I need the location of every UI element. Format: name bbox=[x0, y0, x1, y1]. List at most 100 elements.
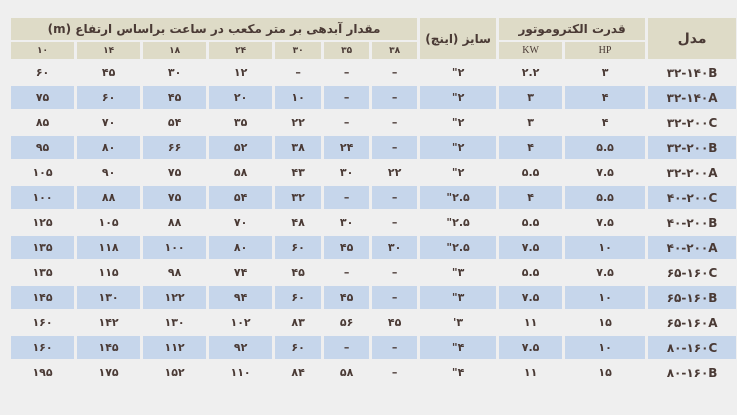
kw-cell: ۱۱ bbox=[523, 366, 538, 379]
flow-cell: ۲۲ bbox=[387, 166, 402, 179]
flow-cell: ۱۴۲ bbox=[98, 316, 119, 329]
table-row: ۳۲-۲۰۰A ۷.۵ ۵.۵ ۲" ۲۲ ۳۰ ۴۳ ۵۸ ۷۵ ۹۰ ۱۰۵ bbox=[11, 161, 736, 184]
size-cell: ۲" bbox=[420, 86, 497, 109]
flow-cell: ۴۵ bbox=[324, 236, 370, 259]
table-row: ۶۵-۱۶۰C ۷.۵ ۵.۵ ۳" – – ۴۵ ۷۴ ۹۸ ۱۱۵ ۱۳۵ bbox=[11, 261, 736, 284]
size-cell: ۳" bbox=[451, 266, 465, 279]
flow-cell: ۱۰۰ bbox=[11, 186, 75, 209]
flow-cell: – bbox=[372, 336, 418, 359]
size-cell: ۲" bbox=[451, 116, 465, 129]
flow-cell: ۳۸ bbox=[275, 136, 322, 159]
table-body: ۳۲-۱۴۰B ۳ ۲.۲ ۲" – – –۱۲ ۳۰ ۴۵ ۶۰ ۳۲-۱۴۰A ۴ ۳ ۲" – –۱۰ ۲… bbox=[11, 61, 737, 384]
kw-cell: ۷.۵ bbox=[499, 336, 563, 359]
header-kw: KW bbox=[499, 42, 563, 59]
model-cell: ۶۵-۱۶۰A bbox=[666, 315, 718, 330]
header-head-10: ۱۰ bbox=[11, 42, 75, 59]
flow-cell: – bbox=[343, 116, 350, 129]
size-cell: ۳' bbox=[453, 316, 464, 329]
kw-cell: ۵.۵ bbox=[521, 266, 540, 279]
model-cell: ۶۵-۱۶۰C bbox=[666, 265, 718, 280]
flow-cell: ۷۵ bbox=[167, 166, 182, 179]
flow-cell: ۵۲ bbox=[209, 136, 273, 159]
flow-cell: ۴۵ bbox=[101, 66, 116, 79]
kw-cell: ۲.۲ bbox=[521, 66, 540, 79]
flow-cell: ۴۵ bbox=[143, 86, 207, 109]
flow-cell: ۶۰ bbox=[275, 286, 322, 309]
size-cell: ۲.۵" bbox=[420, 186, 497, 209]
flow-cell: ۱۳۵ bbox=[11, 236, 75, 259]
flow-cell: ۱۷۵ bbox=[98, 366, 119, 379]
flow-cell: ۶۰ bbox=[35, 66, 50, 79]
flow-cell: ۲۰ bbox=[209, 86, 273, 109]
flow-cell: ۳۰ bbox=[167, 66, 182, 79]
flow-cell: ۳۰ bbox=[339, 166, 354, 179]
flow-cell: ۱۳۰ bbox=[77, 286, 141, 309]
flow-cell: ۱۶۰ bbox=[32, 316, 53, 329]
hp-cell: ۳ bbox=[601, 66, 609, 79]
model-cell: ۴۰-۲۰۰A bbox=[648, 236, 737, 259]
flow-cell: ۸۳ bbox=[291, 316, 305, 329]
flow-cell: ۶۰ bbox=[275, 236, 322, 259]
pump-spec-table: مدل قدرت الکتروموتور سایز (اینچ) مقدار آ… bbox=[8, 16, 737, 386]
header-model: مدل bbox=[648, 18, 737, 59]
flow-cell: – bbox=[372, 286, 418, 309]
model-cell: ۸۰-۱۶۰C bbox=[648, 336, 737, 359]
hp-cell: ۱۰ bbox=[565, 286, 646, 309]
flow-cell: – bbox=[372, 136, 418, 159]
flow-cell: ۱۳۵ bbox=[32, 266, 53, 279]
flow-cell: ۹۲ bbox=[209, 336, 273, 359]
flow-cell: – bbox=[391, 366, 398, 379]
hp-cell: ۷.۵ bbox=[596, 166, 614, 179]
kw-cell: ۳ bbox=[527, 116, 534, 129]
flow-cell: ۶۶ bbox=[143, 136, 207, 159]
size-cell: ۳" bbox=[420, 286, 497, 309]
flow-cell: ۲۴ bbox=[324, 136, 370, 159]
hp-cell: ۷.۵ bbox=[596, 266, 614, 279]
flow-cell: ۱۰۵ bbox=[32, 166, 53, 179]
hp-cell: ۵.۵ bbox=[565, 186, 646, 209]
size-cell: ۲" bbox=[451, 66, 465, 79]
flow-cell: ۸۰ bbox=[77, 136, 141, 159]
kw-cell: ۵.۵ bbox=[521, 216, 540, 229]
model-cell: ۳۲-۱۴۰B bbox=[666, 65, 718, 80]
flow-cell: ۷۵ bbox=[143, 186, 207, 209]
flow-cell: ۵۴ bbox=[167, 116, 182, 129]
kw-cell: ۳ bbox=[499, 86, 563, 109]
flow-cell: ۴۵ bbox=[291, 266, 305, 279]
flow-cell: – bbox=[391, 116, 398, 129]
flow-cell: ۹۰ bbox=[101, 166, 116, 179]
flow-cell: – bbox=[391, 266, 398, 279]
flow-cell: – bbox=[343, 266, 350, 279]
flow-cell: ۶۰ bbox=[275, 336, 322, 359]
hp-cell: ۱۵ bbox=[598, 316, 612, 329]
hp-cell: ۱۰ bbox=[565, 236, 646, 259]
flow-cell: ۸۵ bbox=[35, 116, 50, 129]
flow-cell: – bbox=[391, 66, 398, 79]
flow-cell: ۱۵۲ bbox=[164, 366, 185, 379]
kw-cell: ۷.۵ bbox=[499, 286, 563, 309]
model-cell: ۸۰-۱۶۰B bbox=[666, 365, 718, 380]
table-row: ۴۰-۲۰۰A ۱۰ ۷.۵ ۲.۵" ۳۰ ۴۵ ۶۰ ۸۰ ۱۰۰ ۱۱۸ ۱۳۵ bbox=[11, 236, 737, 259]
header-hp: HP bbox=[565, 42, 646, 59]
table-row: ۸۰-۱۶۰C ۱۰ ۷.۵ ۴" – –۶۰ ۹۲ ۱۱۲ ۱۴۵ ۱۶۰ bbox=[11, 336, 737, 359]
flow-cell: ۱۹۵ bbox=[32, 366, 53, 379]
flow-cell: – bbox=[391, 216, 398, 229]
flow-cell: ۸۰ bbox=[209, 236, 273, 259]
flow-cell: ۱۶۰ bbox=[11, 336, 75, 359]
table-row: ۳۲-۱۴۰A ۴ ۳ ۲" – –۱۰ ۲۰ ۴۵ ۶۰ ۷۵ bbox=[11, 86, 737, 109]
flow-cell: – bbox=[343, 66, 350, 79]
flow-cell: ۳۲ bbox=[275, 186, 322, 209]
flow-cell: ۷۴ bbox=[233, 266, 248, 279]
size-cell: ۲.۵" bbox=[420, 236, 497, 259]
flow-cell: ۱۱۰ bbox=[230, 366, 251, 379]
size-cell: ۴" bbox=[451, 366, 465, 379]
header-motor-power: قدرت الکتروموتور bbox=[499, 18, 646, 40]
flow-cell: ۸۸ bbox=[77, 186, 141, 209]
flow-cell: – bbox=[324, 336, 370, 359]
flow-cell: ۹۸ bbox=[167, 266, 182, 279]
flow-cell: ۶۰ bbox=[77, 86, 141, 109]
hp-cell: ۷.۵ bbox=[596, 216, 614, 229]
table-row: ۸۰-۱۶۰B ۱۵ ۱۱ ۴" – ۵۸ ۸۴ ۱۱۰ ۱۵۲ ۱۷۵ ۱۹۵ bbox=[11, 361, 736, 384]
model-cell: ۳۲-۱۴۰A bbox=[648, 86, 737, 109]
kw-cell: ۷.۵ bbox=[499, 236, 563, 259]
